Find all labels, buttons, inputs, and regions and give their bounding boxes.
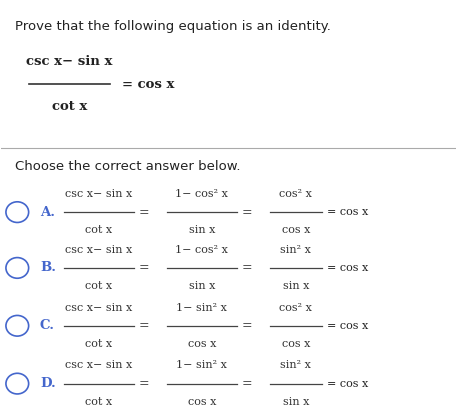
Text: =: = xyxy=(139,206,149,219)
Text: cos² x: cos² x xyxy=(279,189,312,199)
Text: =: = xyxy=(242,206,252,219)
Text: sin x: sin x xyxy=(189,281,215,291)
Text: cot x: cot x xyxy=(52,100,87,113)
Text: cos x: cos x xyxy=(282,225,310,235)
Text: cot x: cot x xyxy=(85,225,112,235)
Text: Prove that the following equation is an identity.: Prove that the following equation is an … xyxy=(15,20,331,33)
Text: csc x− sin x: csc x− sin x xyxy=(65,245,133,255)
Text: csc x− sin x: csc x− sin x xyxy=(65,302,133,312)
Text: cos² x: cos² x xyxy=(279,302,312,312)
Text: sin² x: sin² x xyxy=(280,360,311,370)
Text: csc x− sin x: csc x− sin x xyxy=(65,360,133,370)
Text: cos x: cos x xyxy=(188,397,216,407)
Text: cot x: cot x xyxy=(85,339,112,349)
Text: csc x− sin x: csc x− sin x xyxy=(27,55,113,68)
Text: D.: D. xyxy=(40,377,56,390)
Text: sin x: sin x xyxy=(282,397,309,407)
Text: = cos x: = cos x xyxy=(327,321,368,331)
Text: =: = xyxy=(242,377,252,390)
Text: =: = xyxy=(242,261,252,275)
Text: sin x: sin x xyxy=(282,281,309,291)
Text: cot x: cot x xyxy=(85,397,112,407)
Text: =: = xyxy=(139,261,149,275)
Text: 1− cos² x: 1− cos² x xyxy=(175,245,228,255)
Text: 1− cos² x: 1− cos² x xyxy=(175,189,228,199)
Text: sin² x: sin² x xyxy=(280,245,311,255)
Text: cot x: cot x xyxy=(85,281,112,291)
Text: 1− sin² x: 1− sin² x xyxy=(176,360,228,370)
Text: =: = xyxy=(139,319,149,332)
Text: B.: B. xyxy=(40,261,56,275)
Text: A.: A. xyxy=(40,206,55,219)
Text: = cos x: = cos x xyxy=(122,77,174,91)
Text: = cos x: = cos x xyxy=(327,263,368,273)
Text: = cos x: = cos x xyxy=(327,207,368,217)
Text: Choose the correct answer below.: Choose the correct answer below. xyxy=(15,160,240,173)
Text: =: = xyxy=(139,377,149,390)
Text: sin x: sin x xyxy=(189,225,215,235)
Text: 1− sin² x: 1− sin² x xyxy=(176,302,228,312)
Text: =: = xyxy=(242,319,252,332)
Text: csc x− sin x: csc x− sin x xyxy=(65,189,133,199)
Text: cos x: cos x xyxy=(282,339,310,349)
Text: cos x: cos x xyxy=(188,339,216,349)
Text: C.: C. xyxy=(40,319,55,332)
Text: = cos x: = cos x xyxy=(327,379,368,389)
